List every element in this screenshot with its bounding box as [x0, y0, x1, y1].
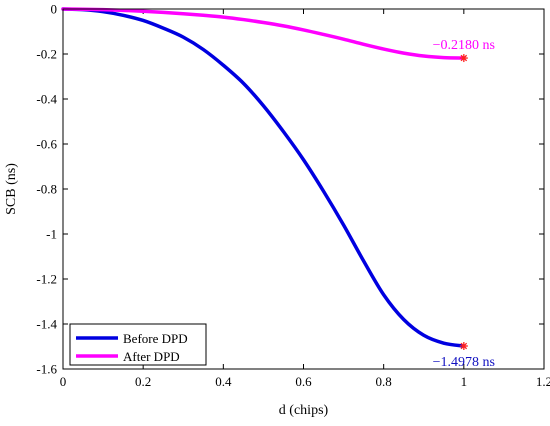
x-tick-label: 0.8	[376, 374, 392, 389]
legend: Before DPD After DPD	[69, 323, 207, 366]
legend-box	[69, 323, 207, 366]
y-tick-label: -0.6	[36, 137, 57, 152]
y-tick-label: -0.2	[36, 47, 57, 62]
endpoint-marker	[459, 342, 468, 351]
y-tick-label: 0	[51, 2, 58, 17]
annotations-layer: −0.2180 ns −1.4978 ns	[433, 38, 495, 370]
markers-layer	[459, 54, 468, 351]
value-annotation: −1.4978 ns	[433, 355, 495, 370]
x-tick-label: 0.4	[215, 374, 232, 389]
x-tick-label: 0.6	[295, 374, 312, 389]
lines-layer	[61, 7, 466, 348]
series-line-before-dpd	[61, 7, 466, 348]
y-tick-label: -1.6	[36, 362, 57, 377]
y-tick-label: -1.4	[36, 317, 57, 332]
endpoint-marker	[459, 54, 468, 63]
x-tick-label: 1.2	[536, 374, 550, 389]
y-tick-label: -1	[46, 227, 57, 242]
y-tick-label: -0.4	[36, 92, 57, 107]
x-axis-label: d (chips)	[279, 403, 329, 418]
x-tick-label: 0	[60, 374, 67, 389]
legend-label-before-dpd: Before DPD	[123, 331, 188, 346]
y-axis-label: SCB (ns)	[4, 163, 19, 215]
legend-label-after-dpd: After DPD	[123, 349, 180, 364]
series-line-after-dpd	[61, 7, 466, 60]
x-tick-label: 1	[461, 374, 468, 389]
y-tick-label: -1.2	[36, 272, 57, 287]
y-tick-label: -0.8	[36, 182, 57, 197]
plot-area-frame	[62, 8, 545, 370]
value-annotation: −0.2180 ns	[433, 38, 495, 53]
x-tick-label: 0.2	[135, 374, 151, 389]
